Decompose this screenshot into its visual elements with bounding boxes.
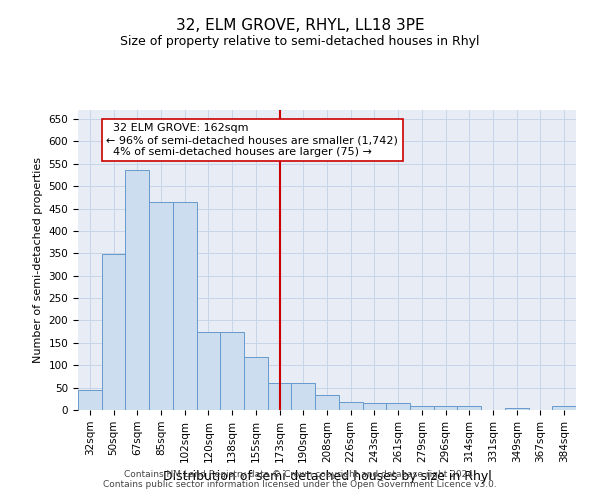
Bar (197, 332, 220, 410)
Bar (268, 383, 292, 410)
Bar (410, 406, 434, 410)
Bar (552, 406, 576, 410)
Text: Size of property relative to semi-detached houses in Rhyl: Size of property relative to semi-detach… (120, 35, 480, 48)
Text: 32 ELM GROVE: 162sqm
← 96% of semi-detached houses are smaller (1,742)
  4% of s: 32 ELM GROVE: 162sqm ← 96% of semi-detac… (106, 124, 398, 156)
Bar (149, 202, 173, 410)
Bar (173, 202, 197, 410)
Bar (505, 408, 529, 410)
Bar (220, 332, 244, 410)
X-axis label: Distribution of semi-detached houses by size in Rhyl: Distribution of semi-detached houses by … (163, 470, 491, 483)
Bar (125, 170, 149, 410)
Bar (102, 254, 125, 410)
Y-axis label: Number of semi-detached properties: Number of semi-detached properties (33, 157, 43, 363)
Bar (339, 402, 362, 410)
Bar (244, 357, 268, 410)
Bar (315, 395, 339, 410)
Bar (362, 404, 386, 410)
Bar (78, 390, 102, 410)
Bar (434, 406, 457, 410)
Text: 32, ELM GROVE, RHYL, LL18 3PE: 32, ELM GROVE, RHYL, LL18 3PE (176, 18, 424, 32)
Bar (292, 383, 315, 410)
Bar (457, 406, 481, 410)
Bar (386, 404, 410, 410)
Text: Contains HM Land Registry data © Crown copyright and database right 2024.
Contai: Contains HM Land Registry data © Crown c… (103, 470, 497, 489)
